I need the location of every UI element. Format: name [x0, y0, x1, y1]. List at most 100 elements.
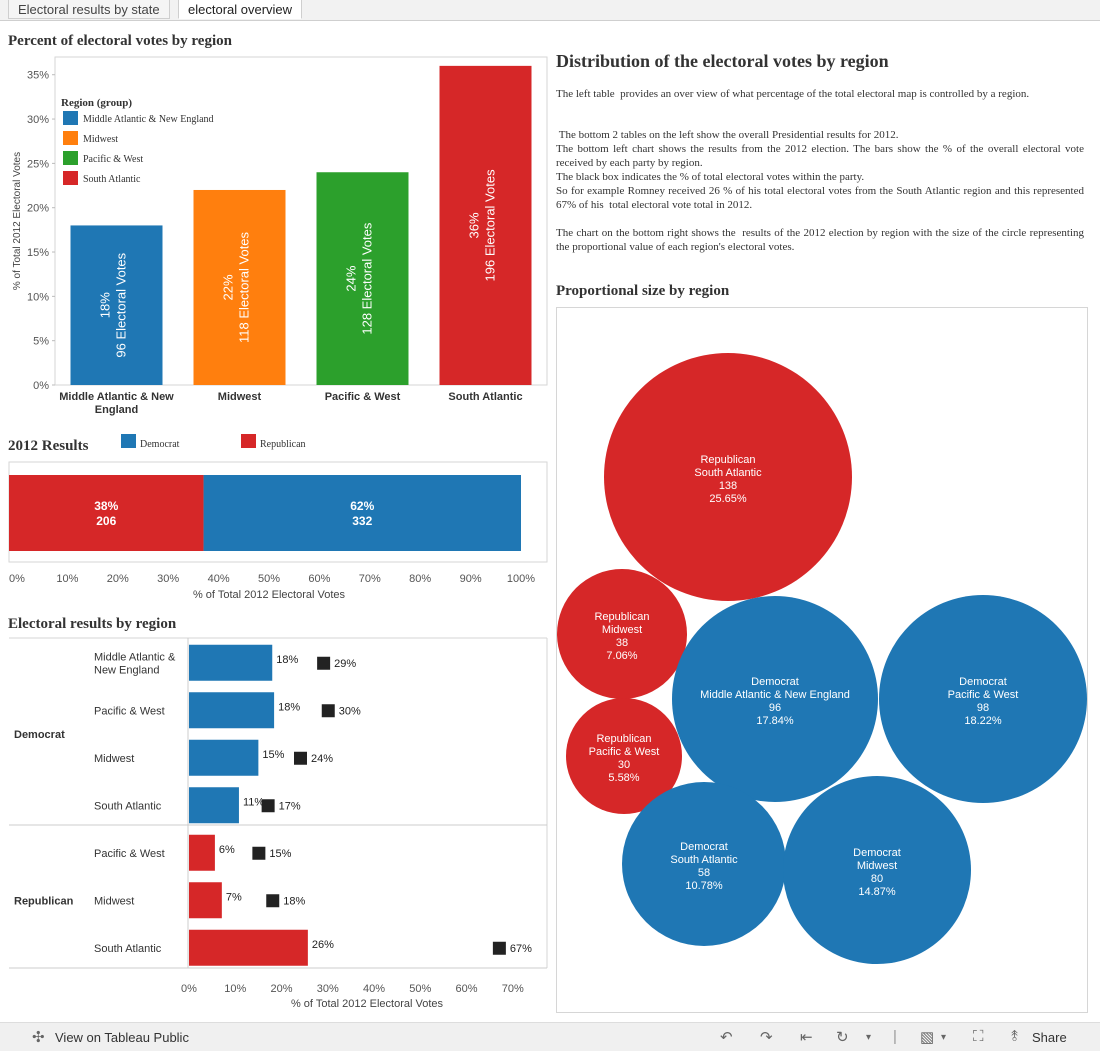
x-tick-label: 50%: [409, 983, 431, 995]
x-tick-label: 10%: [224, 983, 246, 995]
x-tick-label: 90%: [460, 573, 482, 585]
legend-swatch-republican: [241, 434, 256, 448]
results-2012-title: 2012 Results: [8, 438, 88, 455]
y-axis-label: % of Total 2012 Electoral Votes: [12, 152, 23, 290]
tab-electoral-overview[interactable]: electoral overview: [178, 0, 302, 19]
bubble-label: 14.87%: [858, 886, 896, 898]
description-paragraph-1: The left table provides an over view of …: [556, 87, 1084, 101]
bar-value-label: 6%: [219, 844, 235, 856]
bubble-label: Democrat: [751, 676, 799, 688]
region-result-bar: [189, 645, 272, 681]
bubble-label: Middle Atlantic & New England: [700, 689, 850, 701]
x-category-label: England: [95, 404, 138, 416]
y-tick-label: 25%: [27, 158, 49, 170]
within-party-label: 18%: [283, 895, 305, 907]
legend-swatch-south-atlantic: [63, 171, 78, 185]
bubble-label: 96: [769, 702, 781, 714]
share-button[interactable]: Share: [1032, 1030, 1067, 1045]
x-axis-label: % of Total 2012 Electoral Votes: [193, 589, 346, 601]
bar-percent-label: 22%: [221, 274, 236, 300]
within-party-box: [294, 752, 307, 765]
description-paragraph-3: The chart on the bottom right shows the …: [556, 226, 1084, 254]
x-tick-label: 10%: [56, 573, 78, 585]
region-result-bar: [189, 692, 274, 728]
bar-value-label: 18%: [278, 701, 300, 713]
bubble-label: Midwest: [602, 624, 642, 636]
x-axis-label: % of Total 2012 Electoral Votes: [291, 998, 444, 1010]
undo-icon[interactable]: ↶: [720, 1028, 733, 1046]
description-paragraph-2: The bottom 2 tables on the left show the…: [556, 128, 1084, 212]
bubble-label: Democrat: [680, 841, 728, 853]
bubble-label: 138: [719, 480, 737, 492]
within-party-box: [252, 847, 265, 860]
within-party-label: 30%: [339, 705, 361, 717]
within-party-label: 17%: [279, 800, 301, 812]
bar-value-label: 7%: [226, 891, 242, 903]
region-row-label: Midwest: [94, 753, 134, 765]
bubble-label: Democrat: [853, 847, 901, 859]
bubble-label: 98: [977, 702, 989, 714]
x-tick-label: 60%: [455, 983, 477, 995]
x-category-label: Middle Atlantic & New: [59, 391, 174, 403]
results-by-region-title: Electoral results by region: [8, 616, 176, 633]
bubble-label: Midwest: [857, 860, 897, 872]
within-party-label: 29%: [334, 658, 356, 670]
y-tick-label: 0%: [33, 380, 49, 392]
bubble-label: 30: [618, 759, 630, 771]
bubble-label: Republican: [594, 611, 649, 623]
region-row-label: Pacific & West: [94, 705, 165, 717]
bubble-label: South Atlantic: [670, 854, 738, 866]
toolbar-divider: |: [893, 1028, 897, 1045]
bar-percent-label: 18%: [98, 292, 113, 318]
proportional-title: Proportional size by region: [556, 283, 729, 300]
region-row-label: Pacific & West: [94, 848, 165, 860]
legend-swatch-pacific-west: [63, 151, 78, 165]
view-on-tableau-link[interactable]: View on Tableau Public: [55, 1030, 189, 1045]
bar-votes-label: 206: [96, 514, 116, 528]
party-group-label: Democrat: [14, 729, 65, 741]
results-by-region-bar-chart: Middle Atlantic &New England18% 29%Pacifi…: [0, 636, 552, 1016]
refresh-dropdown-icon[interactable]: ▾: [866, 1032, 871, 1043]
legend-label-south-atlantic: South Atlantic: [83, 174, 141, 185]
tableau-logo-icon: ✣: [32, 1028, 45, 1046]
legend-label-mane: Middle Atlantic & New England: [83, 114, 214, 125]
x-tick-label: 0%: [9, 573, 25, 585]
revert-icon[interactable]: ⇤: [800, 1028, 813, 1046]
x-tick-label: 100%: [507, 573, 535, 585]
legend-label-republican: Republican: [260, 439, 306, 450]
bar-value-label: 18%: [276, 654, 298, 666]
x-category-label: South Atlantic: [448, 391, 522, 403]
y-tick-label: 5%: [33, 336, 49, 348]
party-group-label: Republican: [14, 895, 74, 907]
download-dropdown-icon[interactable]: ▾: [941, 1032, 946, 1043]
bubble-label: 18.22%: [964, 715, 1002, 727]
fullscreen-icon[interactable]: ⛶: [973, 1028, 984, 1045]
within-party-box: [493, 942, 506, 955]
distribution-title: Distribution of the electoral votes by r…: [556, 51, 889, 72]
region-legend-title: Region (group): [61, 97, 132, 109]
x-category-label: Pacific & West: [325, 391, 401, 403]
bar-value-label: 26%: [312, 939, 334, 951]
bubble-label: 38: [616, 637, 628, 649]
region-row-label: South Atlantic: [94, 800, 162, 812]
bubble-label: 25.65%: [709, 493, 747, 505]
bubble-label: 10.78%: [685, 880, 723, 892]
bar-percent-label: 36%: [467, 212, 482, 238]
tab-electoral-results-by-state[interactable]: Electoral results by state: [8, 0, 170, 19]
region-result-bar: [189, 882, 222, 918]
bubble-label: 17.84%: [756, 715, 794, 727]
bubble-label: 58: [698, 867, 710, 879]
refresh-icon[interactable]: ↻: [836, 1028, 849, 1046]
legend-swatch-mane: [63, 111, 78, 125]
region-result-bar: [189, 740, 258, 776]
bar-votes-label: 196 Electoral Votes: [483, 169, 498, 282]
within-party-label: 67%: [510, 943, 532, 955]
y-tick-label: 30%: [27, 114, 49, 126]
x-tick-label: 20%: [107, 573, 129, 585]
bubble-label: Pacific & West: [948, 689, 1019, 701]
bar-value-label: 15%: [262, 749, 284, 761]
region-share-bar-chart: 0% 5% 10% 15% 20% 25% 30% 35% % of Total 2012 El…: [0, 55, 550, 435]
download-icon[interactable]: ▧: [920, 1028, 934, 1046]
share-icon[interactable]: ⥉: [1011, 1028, 1018, 1045]
redo-icon[interactable]: ↷: [760, 1028, 773, 1046]
